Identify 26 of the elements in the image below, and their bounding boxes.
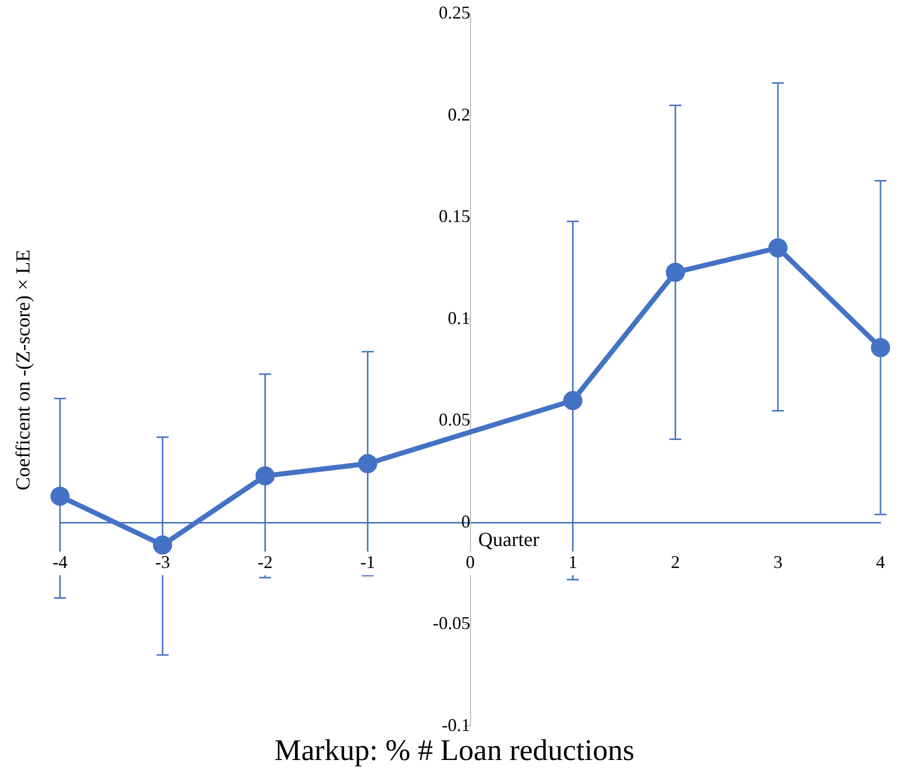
x-tick-label: 1 <box>568 552 578 572</box>
point <box>871 338 890 358</box>
x-axis-title: Quarter <box>478 528 540 551</box>
point <box>768 238 788 258</box>
x-tick-label: -1 <box>360 552 376 572</box>
y-tick-label: 0.2 <box>448 104 470 124</box>
y-tick-label: -0.05 <box>432 613 470 634</box>
text: Markup: % # Loan reductions <box>274 734 636 768</box>
x-tick-label: 4 <box>876 552 885 572</box>
y-tick-label: 0.1 <box>448 308 470 328</box>
x-tick-label: -4 <box>52 552 68 572</box>
point <box>358 454 378 474</box>
x-tick-label: 2 <box>670 552 680 572</box>
x-tick-label: -3 <box>155 552 170 572</box>
point <box>563 391 582 410</box>
x-tick-label: -2 <box>258 552 273 572</box>
point <box>50 486 70 506</box>
y-tick-label: 0.25 <box>438 2 470 23</box>
x-tick-label: 3 <box>773 552 782 572</box>
point <box>153 536 172 555</box>
point <box>666 262 685 282</box>
y-tick-label: 0.15 <box>438 206 470 226</box>
y-tick-label: 0.05 <box>438 410 470 430</box>
point <box>256 466 275 486</box>
y-tick-label: -0.1 <box>442 714 470 735</box>
y-axis-title: Coefficent on -(Z-score) × LE <box>12 250 34 490</box>
